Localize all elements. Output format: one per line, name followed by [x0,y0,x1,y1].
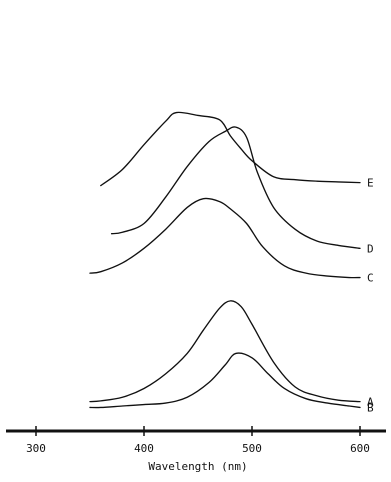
series-label-layer: AB C D E [367,177,374,415]
series-line-a [89,300,361,403]
series-label-a: A [367,396,374,409]
x-tick-label-400: 400 [134,442,154,455]
series-label-e: E [367,177,374,190]
series-line-c [89,197,361,279]
x-tick-label-500: 500 [242,442,262,455]
series-label-d: D [367,242,374,255]
series-line-b [89,352,361,409]
series-line-d [110,126,361,249]
series-line-e [100,111,361,187]
series-label-b: B [367,401,374,414]
series-label-c: C [367,272,374,285]
x-tick-label-300: 300 [26,442,46,455]
x-tick-label-600: 600 [350,442,370,455]
x-tick-layer: 300 400 500 600 [26,426,370,455]
series-layer [89,111,361,409]
x-axis-label: Wavelength (nm) [148,460,247,473]
